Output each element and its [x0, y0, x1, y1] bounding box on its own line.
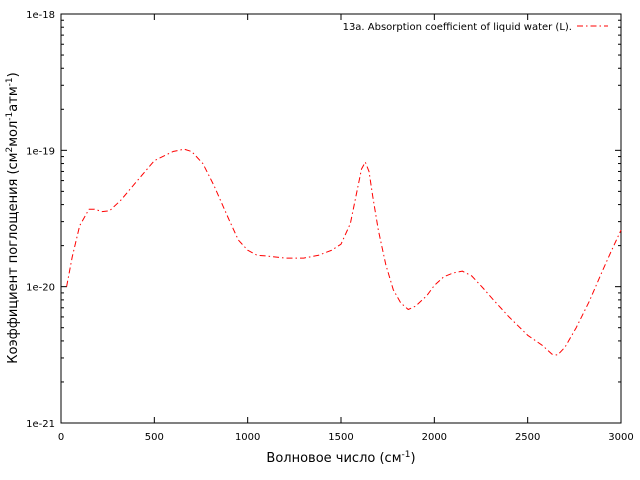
series-lines	[66, 148, 622, 356]
x-tick-label: 1000	[235, 432, 260, 443]
x-axis-label-sup: -1	[402, 450, 411, 460]
y-axis-label-part1: Коэффициент поглощения (см	[6, 153, 21, 364]
x-tick-label: 2000	[422, 432, 447, 443]
x-tick-label: 0	[58, 432, 64, 443]
x-axis-label: Волновое число (см-1)	[266, 450, 415, 466]
y-axis-label-sup3: -1	[5, 77, 15, 86]
y-axis-label-sup2: -1	[5, 112, 15, 121]
y-tick-label: 1e-18	[26, 10, 55, 21]
x-tick-label: 1500	[328, 432, 353, 443]
plot-area	[60, 13, 622, 424]
y-tick-label: 1e-20	[26, 283, 55, 294]
y-tick-label: 1e-21	[26, 419, 55, 430]
y-tick-label: 1e-19	[26, 146, 55, 157]
y-axis-label-sup1: 2	[5, 147, 15, 153]
tick-labels: 0 500 1000 1500 2000 2500 3000 1e-21 1e-20 1e-19 1…	[26, 10, 634, 443]
x-tick-label: 3000	[608, 432, 633, 443]
y-axis-label: Коэффициент поглощения (см2мол-1атм-1)	[5, 72, 21, 363]
series-line-0	[66, 148, 622, 356]
legend: 13a. Absorption coefficient of liquid wa…	[343, 22, 608, 33]
ticks	[60, 13, 622, 424]
y-axis-label-part3: атм	[6, 86, 21, 111]
x-tick-label: 500	[145, 432, 164, 443]
y-axis-label-part2: мол	[6, 121, 21, 147]
x-axis-label-end: )	[410, 451, 415, 466]
x-tick-label: 2500	[515, 432, 540, 443]
x-axis-label-main: Волновое число (см	[266, 451, 401, 466]
y-axis-label-part4: )	[6, 72, 21, 77]
legend-label: 13a. Absorption coefficient of liquid wa…	[343, 22, 572, 33]
